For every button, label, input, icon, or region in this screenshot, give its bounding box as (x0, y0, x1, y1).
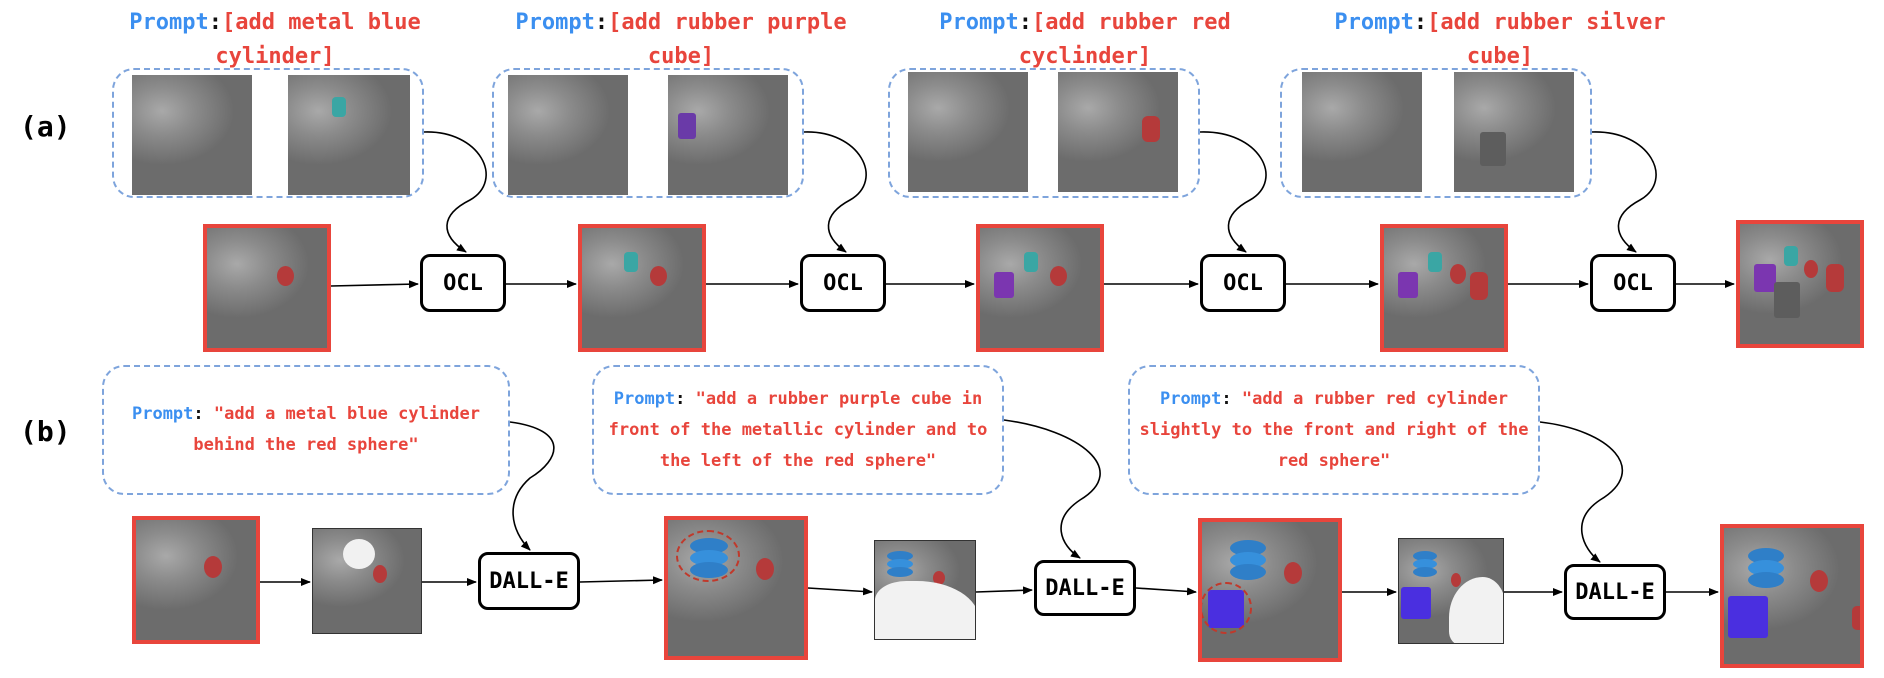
arrow (579, 576, 663, 585)
arrow (1135, 587, 1197, 596)
arrow (1003, 419, 1101, 559)
row-a-input-pair-4 (1280, 68, 1592, 198)
arrow (975, 586, 1033, 595)
dalle-block-2: DALL-E (1034, 560, 1136, 616)
mask-image-1 (312, 528, 422, 634)
object-image (1058, 72, 1178, 192)
arrow (1199, 131, 1267, 253)
prompt-keyword: Prompt (1334, 10, 1414, 35)
ocl-block-3: OCL (1200, 254, 1286, 312)
arrow (807, 587, 873, 596)
row-a-prompt-3: Prompt:[add rubber red cyclinder] (939, 10, 1231, 69)
row-a-scene-4 (1736, 220, 1864, 348)
mask-image-2 (874, 540, 976, 640)
arrow (803, 131, 867, 253)
row-b-prompt-1: Prompt: "add a metal blue cylinder behin… (131, 404, 481, 455)
prompt-keyword: Prompt (129, 10, 209, 35)
prompt-text: [add rubber purple cube] (608, 10, 847, 69)
row-b-scene-2 (1198, 518, 1342, 662)
dalle-block-1: DALL-E (478, 552, 580, 610)
row-a-scene-0 (203, 224, 331, 352)
arrow (1591, 131, 1657, 253)
prompt-keyword: Prompt (613, 388, 676, 409)
arrow (509, 421, 555, 551)
row-b-scene-1 (664, 516, 808, 660)
row-a-input-pair-3 (888, 68, 1200, 198)
prompt-keyword: Prompt (131, 404, 194, 424)
row-b-prompt-3: Prompt: "add a rubber red cylinder sligh… (1139, 388, 1529, 471)
mask-image-3 (1398, 538, 1504, 644)
row-a-prompt-4: Prompt:[add rubber silver cube] (1334, 10, 1666, 69)
prompt-text: "add a metal blue cylinder behind the re… (193, 404, 481, 455)
row-a-input-pair-1 (112, 68, 424, 198)
row-a-prompt-1: Prompt:[add metal blue cylinder] (129, 10, 421, 69)
prompt-keyword: Prompt (1159, 388, 1222, 409)
row-a-scene-1 (578, 224, 706, 352)
row-b-scene-0 (132, 516, 260, 644)
arrow (330, 280, 419, 289)
prompt-keyword: Prompt (939, 10, 1019, 35)
object-image (668, 75, 788, 195)
row-a-input-pair-2 (492, 68, 804, 198)
row-a-scene-2 (976, 224, 1104, 352)
empty-scene-image (508, 75, 628, 195)
row-b-prompt-box-3 (1128, 365, 1540, 495)
object-image (288, 75, 410, 195)
object-image (1454, 72, 1574, 192)
row-b-prompt-box-2 (592, 365, 1004, 495)
prompt-text: [add metal blue cylinder] (215, 10, 421, 69)
dalle-block-3: DALL-E (1564, 564, 1666, 620)
row-label-b: (b) (20, 415, 71, 448)
ocl-block-4: OCL (1590, 254, 1676, 312)
row-b-prompt-box-1 (102, 365, 510, 495)
arrow (1539, 421, 1624, 563)
ocl-block-2: OCL (800, 254, 886, 312)
row-a-scene-3 (1380, 224, 1508, 352)
prompt-text: "add a rubber purple cube in front of th… (608, 388, 988, 471)
prompt-text: [add rubber silver cube] (1427, 10, 1666, 69)
ocl-block-1: OCL (420, 254, 506, 312)
empty-scene-image (908, 72, 1028, 192)
row-b-prompt-2: Prompt: "add a rubber purple cube in fro… (608, 388, 988, 471)
prompt-text: [add rubber red cyclinder] (1018, 10, 1231, 69)
empty-scene-image (1302, 72, 1422, 192)
empty-scene-image (132, 75, 252, 195)
arrow (423, 131, 487, 253)
row-b-scene-3 (1720, 524, 1864, 668)
prompt-text: "add a rubber red cylinder slightly to t… (1139, 388, 1529, 471)
row-a-prompt-2: Prompt:[add rubber purple cube] (515, 10, 847, 69)
row-label-a: (a) (20, 110, 71, 143)
prompt-keyword: Prompt (515, 10, 595, 35)
